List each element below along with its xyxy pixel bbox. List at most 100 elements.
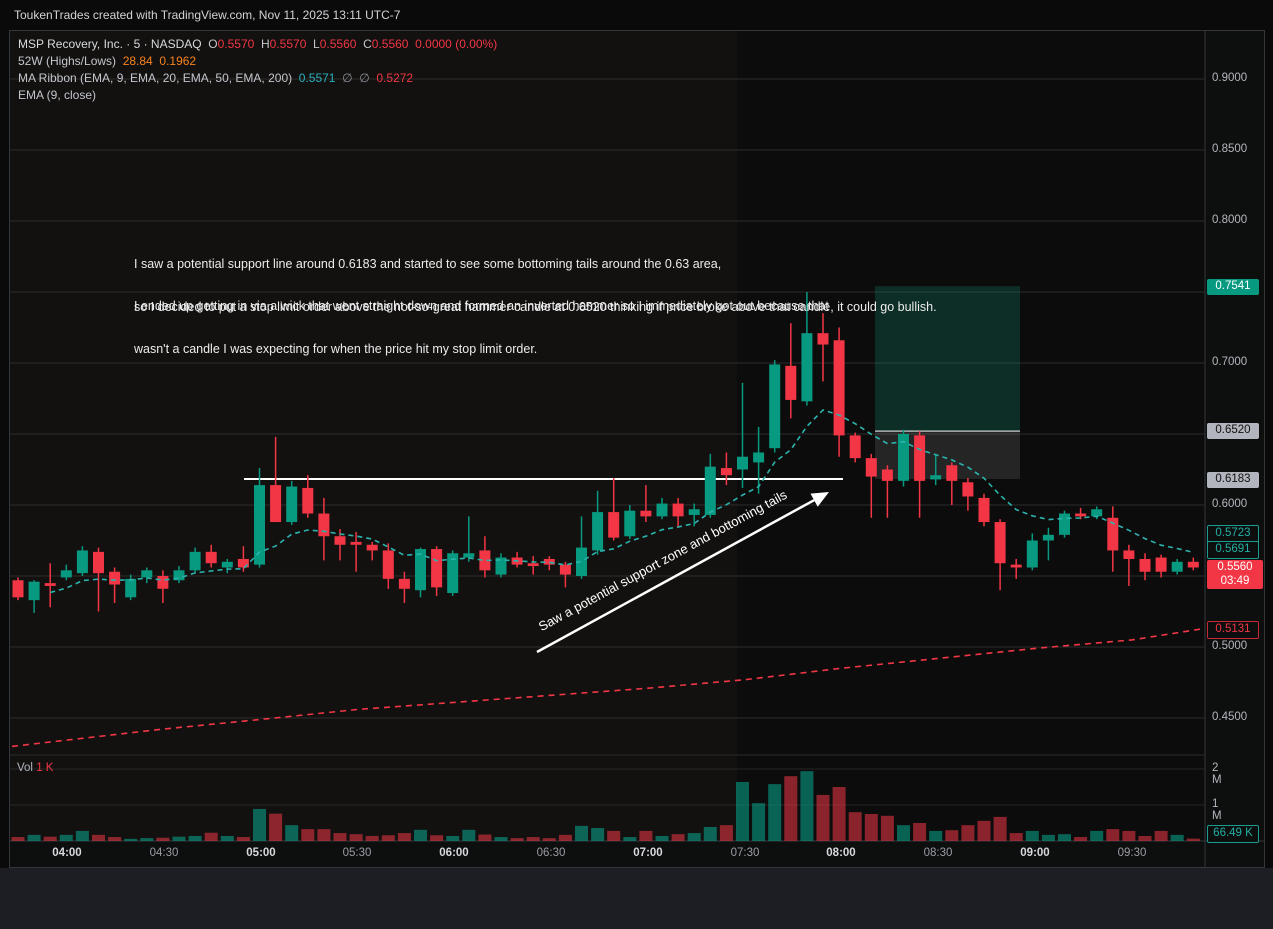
stop-price-badge[interactable]: 0.6183 (1207, 472, 1259, 488)
volume-tick: 2 M (1212, 762, 1222, 786)
volume-bar (1122, 830, 1136, 841)
volume-bar (156, 837, 170, 841)
volume-bar (929, 830, 943, 841)
volume-bar (253, 808, 266, 841)
legend-span: C (363, 37, 372, 51)
candle-body (914, 435, 926, 481)
volume-bar (381, 835, 395, 841)
volume-bar (768, 784, 782, 841)
premarket-session-bg (10, 30, 737, 841)
candle-body (125, 578, 137, 598)
legend-span: 0.1962 (159, 54, 197, 68)
footer-bar: TradingView (0, 868, 1273, 929)
candle-body (785, 365, 797, 400)
candle-body (1059, 513, 1070, 535)
candle-body (1155, 557, 1167, 572)
last-volume-badge[interactable]: 66.49 K (1207, 825, 1259, 843)
candle-body (640, 510, 652, 517)
candle-body (688, 509, 700, 515)
position-profit-box[interactable] (875, 286, 1020, 432)
time-label-0830: 08:30 (923, 847, 953, 859)
note-line: I ended up getting in via a wick that we… (134, 299, 829, 314)
volume-bar (43, 836, 57, 841)
last-price-badge[interactable]: 0.5560 03:49 (1207, 560, 1263, 589)
regular-session-bg (737, 30, 1205, 841)
volume-bar (285, 825, 299, 841)
price-tick: 0.8000 (1212, 214, 1248, 226)
volume-bar (140, 838, 154, 841)
legend-span: L (313, 37, 320, 51)
legend-span: H (261, 37, 270, 51)
legend-span: ∅ ∅ (342, 71, 377, 85)
volume-indicator-legend: Vol 1 K (17, 762, 53, 774)
trade-note-paragraph-1: I saw a potential support line around 0.… (134, 229, 937, 343)
legend-span: 0.5560 (371, 37, 416, 51)
volume-bar (414, 829, 427, 841)
volume-bar (446, 835, 460, 841)
candle-body (254, 485, 265, 565)
candle-body (141, 570, 153, 578)
candle-body (302, 487, 314, 514)
price-tick: 0.6000 (1212, 498, 1248, 510)
volume-bar (816, 794, 830, 841)
volume-bar (800, 771, 814, 841)
candle-body (994, 522, 1006, 564)
candle-body (366, 544, 378, 551)
volume-bar (655, 835, 669, 841)
ema200-value-badge[interactable]: 0.5131 (1207, 621, 1259, 639)
volume-bar (736, 781, 749, 841)
volume-bar (1058, 834, 1071, 841)
volume-bar (542, 838, 556, 841)
volume-bar (188, 835, 202, 841)
candle-body (865, 458, 877, 477)
target-price-badge[interactable]: 0.7541 (1207, 279, 1259, 295)
volume-bar (59, 834, 73, 841)
time-axis-bg (10, 841, 1264, 868)
candle-body (157, 576, 169, 589)
time-label-0900: 09:00 (1020, 847, 1050, 859)
legend-span: EMA (9, close) (18, 88, 97, 102)
candle-body (881, 469, 893, 481)
legend-span: 28.84 (122, 54, 160, 68)
volume-bar (236, 837, 250, 841)
volume-bar (913, 823, 927, 841)
candle-body (898, 434, 909, 481)
volume-bar (220, 835, 234, 841)
volume-bar (1186, 838, 1200, 841)
candle-body (495, 557, 507, 575)
trend-arrow-line[interactable] (536, 499, 815, 654)
volume-label: Vol (17, 762, 33, 774)
legend-ema-row: EMA (9, close) (18, 87, 497, 104)
candle-body (946, 465, 958, 481)
price-axis-bg (1205, 30, 1264, 868)
time-label-0930: 09:30 (1117, 847, 1147, 859)
time-label-0400: 04:00 (52, 847, 82, 859)
price-tick: 0.8500 (1212, 143, 1248, 155)
candle-body (801, 333, 813, 402)
candle-body (849, 435, 861, 459)
entry-price-badge[interactable]: 0.6520 (1207, 423, 1259, 439)
time-label-0430: 04:30 (149, 847, 179, 859)
candle-body (930, 475, 942, 480)
candle-body (221, 561, 233, 568)
price-tick: 0.7000 (1212, 356, 1248, 368)
candle-body (737, 456, 748, 470)
volume-bar (719, 825, 733, 841)
candle-body (1026, 540, 1038, 568)
candle-body (415, 549, 426, 591)
volume-bar (430, 835, 444, 841)
ema9-value-badge[interactable]: 0.5723 (1207, 525, 1259, 543)
legend-symbol-row: MSP Recovery, Inc. · 5 · NASDAQ O0.5570 … (18, 36, 497, 53)
ema20-value-badge[interactable]: 0.5691 (1207, 541, 1259, 559)
volume-bar (301, 829, 315, 841)
candle-body (60, 570, 72, 578)
volume-bar (27, 834, 41, 841)
candle-body (44, 583, 56, 586)
volume-bar (204, 832, 218, 841)
candle-body (769, 364, 781, 449)
volume-bar (671, 834, 685, 841)
volume-bar (623, 837, 637, 841)
candle-body (431, 549, 443, 588)
